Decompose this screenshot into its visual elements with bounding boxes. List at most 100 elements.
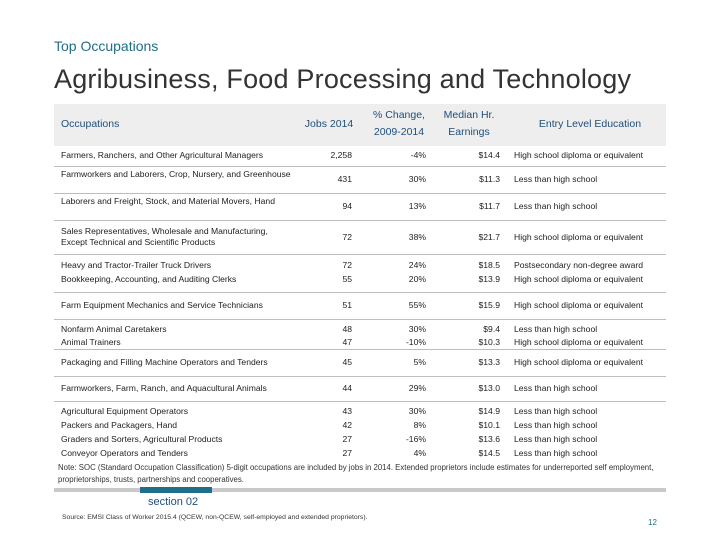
table-note: Note: SOC (Standard Occupation Classific…: [58, 463, 654, 484]
jobs-cell: 72: [342, 232, 352, 242]
source-note: Source: EMSI Class of Worker 2015.4 (QCE…: [62, 514, 368, 521]
change-cell: 55%: [408, 300, 426, 310]
table-row: Nonfarm Animal Caretakers 48 30% $9.4 Less t…: [54, 319, 666, 350]
table-row: Packaging and Filling Machine Operators …: [54, 349, 666, 377]
education-cell: Postsecondary non-degree award: [514, 260, 643, 270]
change-cell: 4%: [413, 448, 426, 458]
earnings-cell: $13.3: [478, 357, 500, 367]
education-cell: High school diploma or equivalent: [514, 150, 643, 160]
table-line: Nonfarm Animal Caretakers 48 30% $9.4 Less t…: [54, 322, 666, 336]
table-line: Bookkeeping, Accounting, and Auditing Cl…: [54, 272, 666, 286]
table-header: Occupations Jobs 2014 % Change, 2009-201…: [54, 104, 666, 146]
table-line: Graders and Sorters, Agricultural Produc…: [54, 432, 666, 446]
table-line: Heavy and Tractor-Trailer Truck Drivers 7…: [54, 258, 666, 272]
education-cell: High school diploma or equivalent: [514, 232, 643, 242]
table-line: Laborers and Freight, Stock, and Materia…: [54, 196, 666, 213]
table-line: Packers and Packagers, Hand 42 8% $10.1 Less…: [54, 418, 666, 432]
table-line: Conveyor Operators and Tenders 27 4% $14.5 L…: [54, 446, 666, 460]
occupation-cell: Packers and Packagers, Hand: [61, 420, 178, 430]
jobs-cell: 43: [342, 406, 352, 416]
education-cell: Less than high school: [514, 406, 598, 416]
occupation-cell: Nonfarm Animal Caretakers: [61, 324, 167, 334]
table-line: Packaging and Filling Machine Operators …: [54, 355, 666, 369]
section-marker: [140, 487, 212, 493]
occupation-cell: Packaging and Filling Machine Operators …: [61, 357, 268, 367]
occupation-cell: Laborers and Freight, Stock, and Materia…: [61, 196, 275, 206]
table-line: Sales Representatives, Wholesale and Man…: [54, 226, 666, 247]
table-line: Farm Equipment Mechanics and Service Tec…: [54, 298, 666, 312]
occupation-cell: Farmworkers and Laborers, Crop, Nursery,…: [61, 169, 291, 179]
education-cell: Less than high school: [514, 174, 598, 184]
change-cell: 20%: [408, 274, 426, 284]
change-cell: 30%: [408, 174, 426, 184]
page-number: 12: [648, 518, 657, 527]
change-cell: -16%: [405, 434, 426, 444]
jobs-cell: 45: [342, 357, 352, 367]
occupation-cell: Graders and Sorters, Agricultural Produc…: [61, 434, 223, 444]
change-cell: 38%: [408, 232, 426, 242]
occupation-cell: Heavy and Tractor-Trailer Truck Drivers: [61, 260, 212, 270]
earnings-cell: $10.1: [478, 420, 500, 430]
footer-bar: [54, 488, 666, 492]
change-cell: 30%: [408, 324, 426, 334]
earnings-cell: $18.5: [478, 260, 500, 270]
education-cell: Less than high school: [514, 201, 598, 211]
column-header-occupations: Occupations: [61, 118, 120, 130]
table-row: Farmers, Ranchers, and Other Agricultura…: [54, 146, 666, 167]
change-cell: 13%: [408, 201, 426, 211]
jobs-cell: 42: [342, 420, 352, 430]
change-cell: -4%: [410, 150, 426, 160]
jobs-cell: 47: [342, 337, 352, 347]
earnings-cell: $14.5: [478, 448, 500, 458]
education-cell: Less than high school: [514, 434, 598, 444]
column-header-jobs: Jobs 2014: [304, 118, 354, 130]
earnings-cell: $14.9: [478, 406, 500, 416]
jobs-cell: 94: [342, 201, 352, 211]
education-cell: High school diploma or equivalent: [514, 300, 643, 310]
page-title: Agribusiness, Food Processing and Techno…: [54, 64, 632, 94]
table-row: Farm Equipment Mechanics and Service Tec…: [54, 292, 666, 320]
jobs-cell: 2,258: [330, 150, 352, 160]
table-line: Animal Trainers 47 -10% $10.3 High school di…: [54, 335, 666, 349]
change-cell: -10%: [405, 337, 426, 347]
earnings-cell: $11.7: [479, 201, 500, 211]
table-row: Farmworkers, Farm, Ranch, and Aquacultur…: [54, 376, 666, 402]
change-cell: 30%: [408, 406, 426, 416]
education-cell: Less than high school: [514, 420, 598, 430]
earnings-cell: $15.9: [478, 300, 500, 310]
table-row: Agricultural Equipment Operators 43 30% $14…: [54, 401, 666, 458]
earnings-cell: $13.6: [478, 434, 500, 444]
education-cell: High school diploma or equivalent: [514, 357, 643, 367]
table-line: Farmers, Ranchers, and Other Agricultura…: [54, 148, 666, 162]
jobs-cell: 27: [342, 434, 352, 444]
earnings-cell: $21.7: [478, 232, 500, 242]
section-kicker: Top Occupations: [54, 38, 159, 54]
table-line: Farmworkers, Farm, Ranch, and Aquacultur…: [54, 381, 666, 395]
jobs-cell: 55: [342, 274, 352, 284]
occupation-cell: Animal Trainers: [61, 337, 121, 347]
earnings-cell: $11.3: [479, 174, 500, 184]
occupation-cell: Bookkeeping, Accounting, and Auditing Cl…: [61, 274, 237, 284]
jobs-cell: 72: [342, 260, 352, 270]
earnings-cell: $13.9: [478, 274, 500, 284]
occupation-cell: Sales Representatives, Wholesale and Man…: [61, 226, 268, 247]
section-label: section 02: [148, 496, 199, 508]
change-cell: 5%: [413, 357, 426, 367]
table-row: Sales Representatives, Wholesale and Man…: [54, 220, 666, 255]
occupation-cell: Conveyor Operators and Tenders: [61, 448, 188, 458]
education-cell: High school diploma or equivalent: [514, 337, 643, 347]
table-row: Laborers and Freight, Stock, and Materia…: [54, 193, 666, 221]
jobs-cell: 51: [342, 300, 352, 310]
table-row: Heavy and Tractor-Trailer Truck Drivers 7…: [54, 254, 666, 293]
table-line: Farmworkers and Laborers, Crop, Nursery,…: [54, 169, 666, 186]
jobs-cell: 44: [342, 383, 352, 393]
education-cell: High school diploma or equivalent: [514, 274, 643, 284]
change-cell: 8%: [413, 420, 426, 430]
column-header-education: Entry Level Education: [538, 118, 642, 130]
occupation-cell: Agricultural Equipment Operators: [61, 406, 189, 416]
occupation-cell: Farmers, Ranchers, and Other Agricultura…: [61, 150, 264, 160]
earnings-cell: $14.4: [478, 150, 500, 160]
change-cell: 24%: [408, 260, 426, 270]
occupation-cell: Farm Equipment Mechanics and Service Tec…: [61, 300, 263, 310]
earnings-cell: $10.3: [478, 337, 500, 347]
